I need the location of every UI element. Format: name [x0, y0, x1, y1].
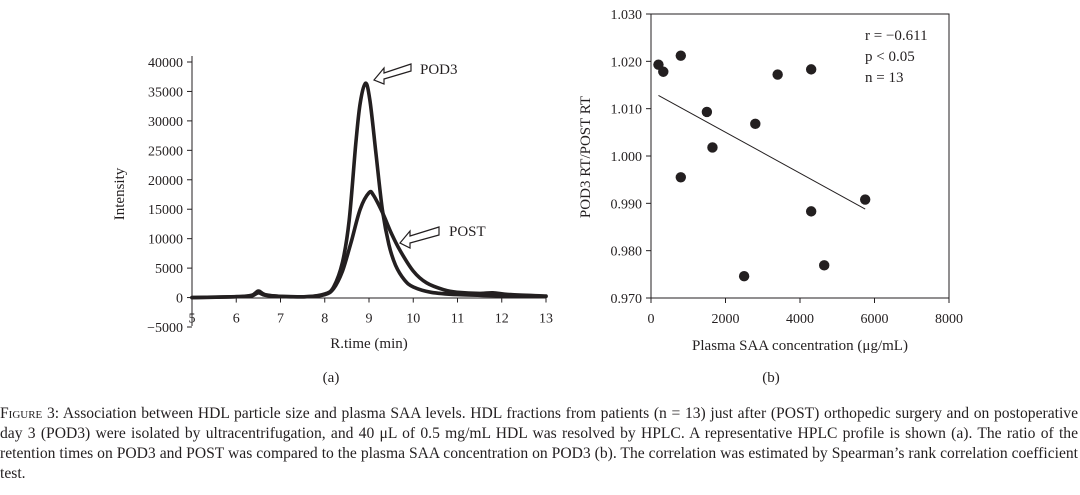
caption-text: Association between HDL particle size an…: [0, 405, 1078, 482]
panel-a-ytick-label: 25000: [148, 144, 183, 159]
panel-b-xtick-label: 0: [648, 312, 655, 327]
panel-b-ytick-label: 1.030: [611, 8, 643, 23]
panel-a-ytick-label: 0: [176, 292, 183, 307]
figure-3: 5 6 7 8 9 10 11 12 13−50000500010000150002000025…: [112, 8, 963, 386]
stat-p: p < 0.05: [865, 49, 915, 65]
scatter-point: [772, 69, 783, 80]
scatter-point: [658, 66, 669, 77]
panel-a-chromatogram: 5 6 7 8 9 10 11 12 13 −5000 0 5000 10000 15000 20000 25…: [112, 56, 553, 386]
panel-a-ytick-label: 15000: [148, 203, 183, 218]
panel-a-xtick-label: 10: [406, 312, 420, 327]
panel-a-label: (a): [323, 370, 340, 386]
pod3-arrow-icon: [373, 63, 412, 85]
panel-b-ytick-label: 1.000: [611, 150, 643, 165]
panel-a-ytick-label: 10000: [148, 233, 183, 248]
panel-a-xtick-label: 7: [277, 312, 284, 327]
panel-b-xtick-label: 6000: [861, 312, 889, 327]
scatter-point: [805, 64, 817, 75]
panel-a-xtick-label: 13: [539, 312, 553, 327]
caption-label: Figure 3:: [0, 405, 60, 422]
scatter-point: [675, 50, 686, 61]
panel-a-xtick-label: 5: [189, 312, 196, 327]
panel-a-xtick-label: 11: [451, 312, 464, 327]
panel-a-xtick-label: 12: [495, 312, 509, 327]
panel-a-xtick-label: 8: [321, 312, 328, 327]
panel-b-ytick-label: 0.990: [611, 197, 643, 212]
pod3-annotation: POD3: [420, 62, 458, 78]
panel-a-xtick-label: 6: [233, 312, 240, 327]
scatter-point: [750, 118, 761, 130]
scatter-point: [675, 172, 686, 183]
panel-a-ytick-label: 40000: [148, 56, 183, 71]
panel-b-xtick-label: 8000: [935, 312, 963, 327]
panel-a-xlabel: R.time (min): [330, 336, 408, 352]
panel-b-xtick-label: 4000: [786, 312, 814, 327]
scatter-point: [701, 106, 713, 118]
trend-line: [658, 94, 866, 210]
panel-b-ytick-label: 1.010: [611, 103, 643, 118]
panel-b-scatter: 0 2000 4000 6000 8000 0.970 0.980 0.990 1.000 1.0…: [578, 8, 963, 386]
panel-a-ylabel: Intensity: [112, 167, 128, 220]
panel-b-xlabel: Plasma SAA concentration (μg/mL): [692, 338, 908, 354]
panel-a-ytick-label: 35000: [148, 85, 183, 100]
panel-a-ytick-label: 20000: [148, 174, 183, 189]
panel-a-ytick-label: −5000: [147, 321, 183, 336]
panel-b-ytick-label: 1.020: [611, 55, 643, 70]
scatter-point: [805, 206, 817, 217]
post-annotation: POST: [449, 224, 486, 240]
series-line-post: [190, 189, 548, 300]
panel-b-ytick-label: 0.980: [611, 245, 643, 260]
scatter-point: [707, 142, 718, 153]
scatter-point: [859, 194, 871, 205]
scatter-point: [819, 260, 830, 271]
post-arrow-icon: [399, 226, 440, 249]
stat-n: n = 13: [865, 70, 903, 86]
panel-b-xtick-label: 2000: [712, 312, 740, 327]
panel-b-ylabel: POD3 RT/POST RT: [578, 96, 594, 218]
panel-b-ytick-label: 0.970: [611, 292, 643, 307]
scatter-point: [738, 271, 750, 282]
panel-a-ytick-label: 30000: [148, 115, 183, 130]
stat-r: r = −0.611: [865, 28, 928, 44]
panel-a-ytick-label: 5000: [155, 262, 183, 277]
figure-caption: Figure 3: Association between HDL partic…: [0, 404, 1078, 484]
panel-a-xtick-label: 9: [366, 312, 373, 327]
panel-b-label: (b): [762, 370, 780, 386]
